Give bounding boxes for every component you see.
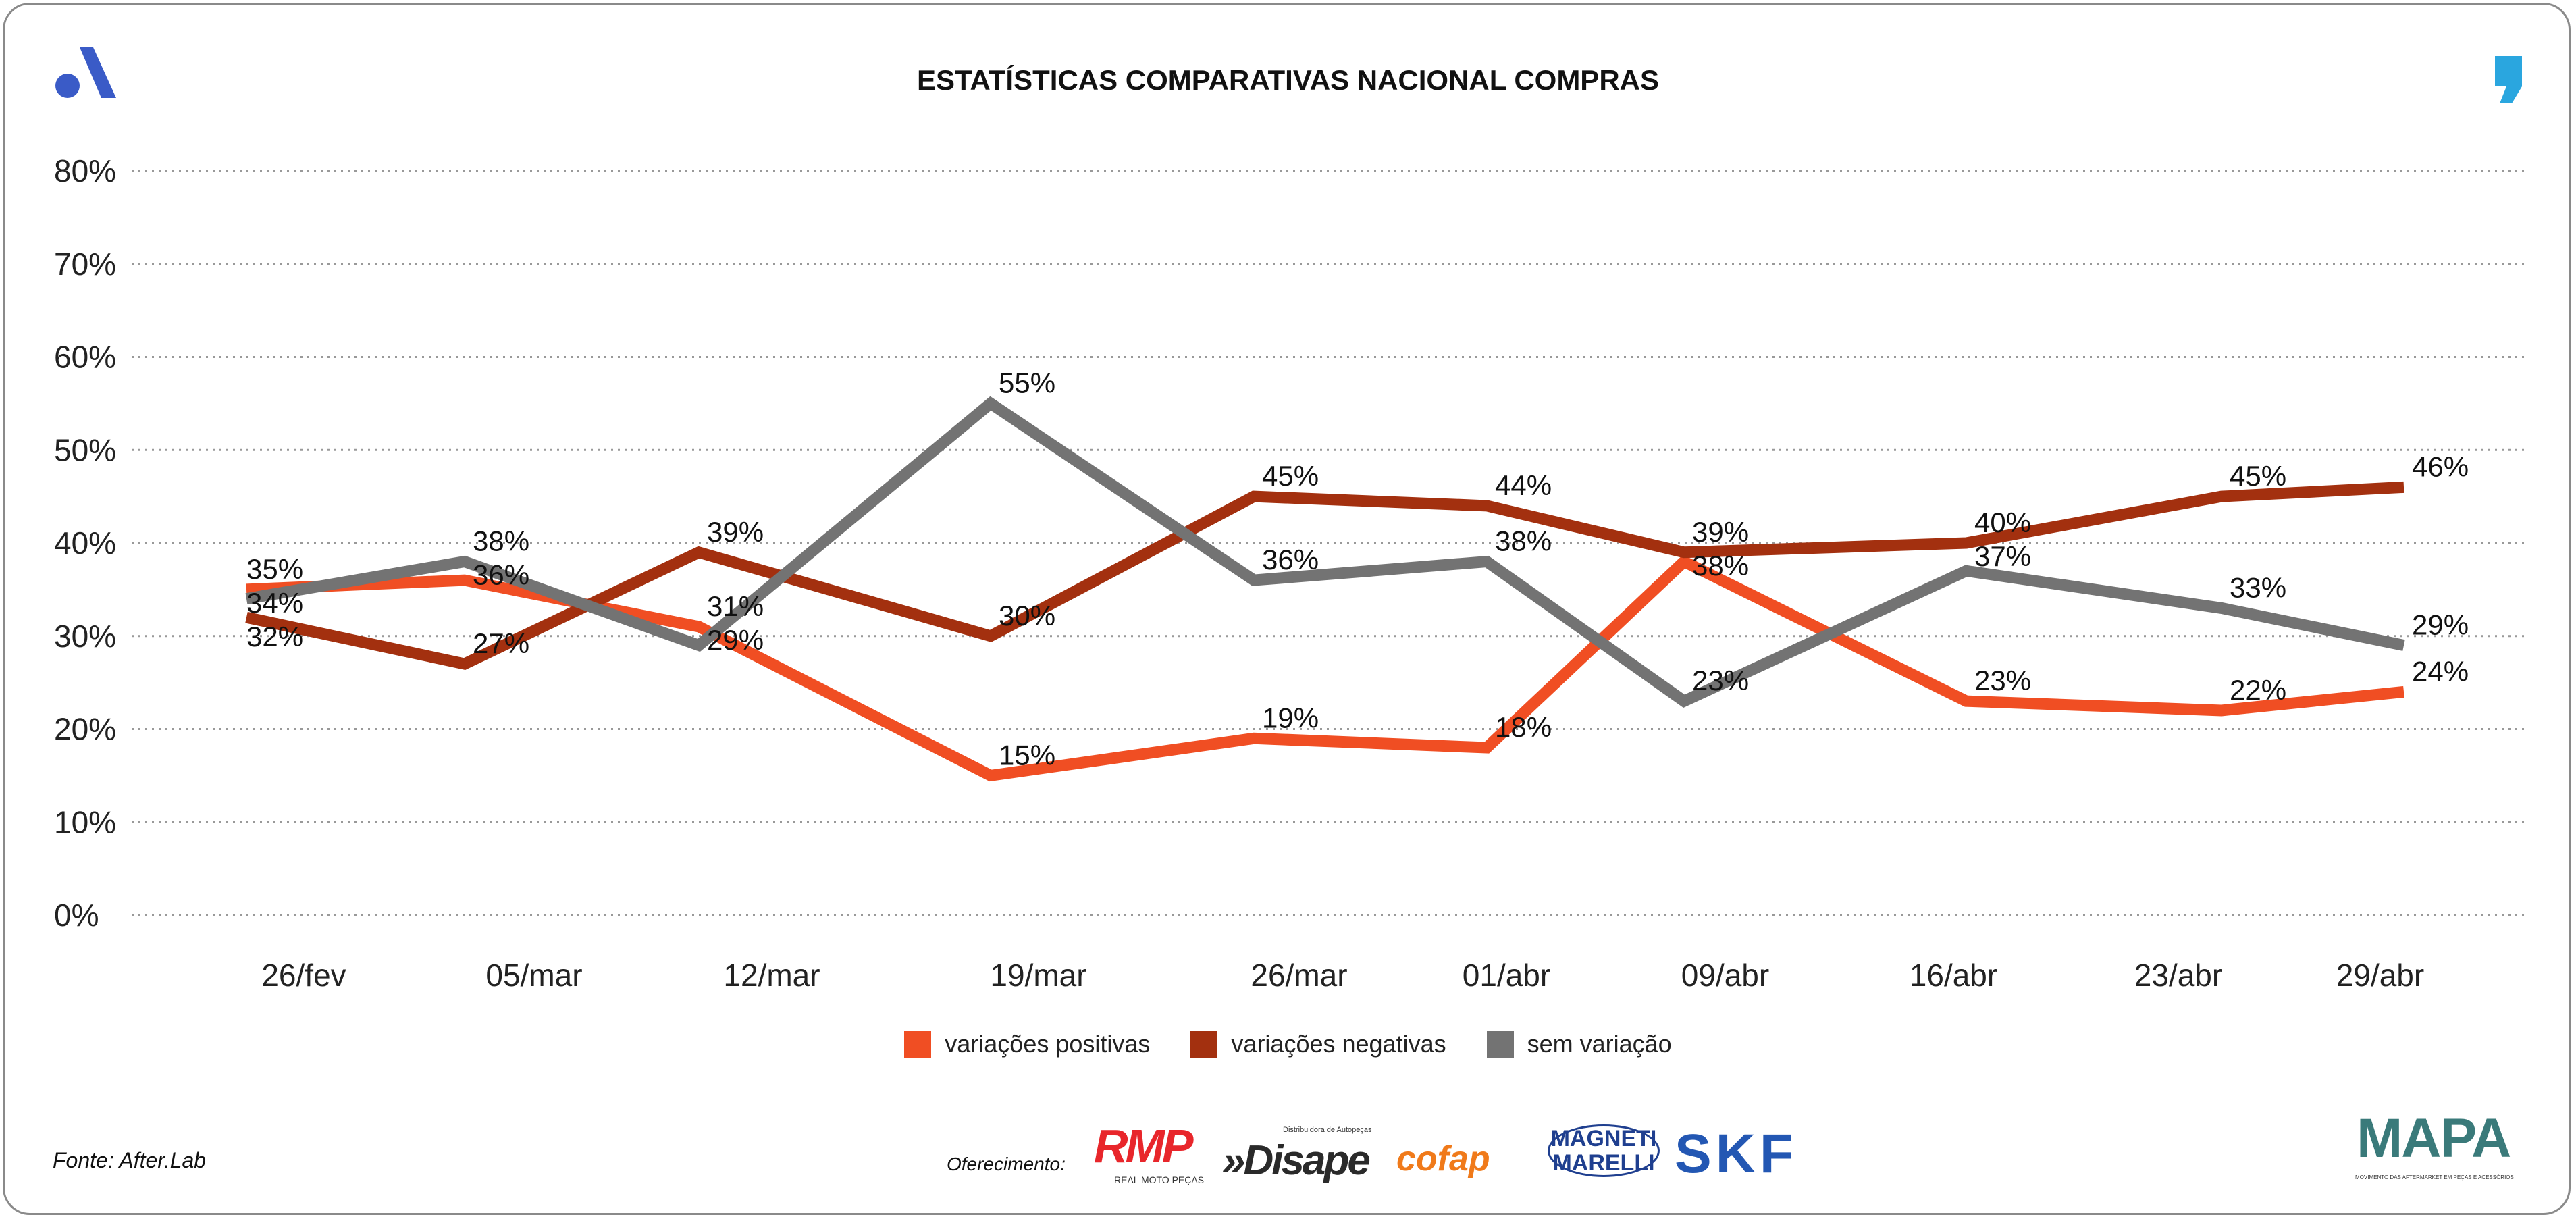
y-tick-label: 20%	[54, 712, 116, 747]
data-label: 22%	[2230, 674, 2286, 706]
mapa-logo-sub: MOVIMENTO DAS AFTERMARKET EM PEÇAS E ACE…	[2355, 1174, 2514, 1181]
data-label: 38%	[1495, 525, 1552, 557]
x-tick-label: 26/fev	[261, 958, 346, 993]
series-line-2	[245, 396, 2405, 708]
legend-swatch	[904, 1031, 932, 1058]
data-label: 46%	[2412, 450, 2469, 482]
data-label: 38%	[473, 525, 529, 557]
chart-frame	[3, 3, 2571, 1215]
data-label: 24%	[2412, 655, 2469, 687]
y-tick-label: 30%	[54, 619, 116, 654]
legend-label: variações negativas	[1231, 1030, 1446, 1058]
cofap-logo: cofap	[1396, 1139, 1490, 1178]
y-tick-label: 70%	[54, 247, 116, 282]
data-label: 44%	[1495, 469, 1552, 501]
mapa-logo: MAPA	[2357, 1108, 2511, 1169]
data-label: 30%	[999, 600, 1055, 631]
data-label: 29%	[707, 624, 764, 656]
data-label: 32%	[246, 621, 303, 652]
data-label: 19%	[1262, 702, 1319, 733]
data-label: 37%	[1974, 540, 2031, 572]
legend-item-negative: variações negativas	[1190, 1030, 1446, 1058]
legend-swatch	[1486, 1031, 1514, 1058]
data-label: 45%	[1262, 460, 1319, 492]
data-label: 27%	[473, 627, 529, 659]
rmp-logo: RMP	[1094, 1120, 1194, 1172]
data-label: 39%	[1692, 516, 1749, 548]
rmp-logo-sub: REAL MOTO PEÇAS	[1114, 1174, 1205, 1185]
legend-label: sem variação	[1527, 1030, 1672, 1058]
comma-logo-icon	[2495, 56, 2522, 103]
x-tick-label: 23/abr	[2134, 958, 2222, 993]
y-tick-label: 60%	[54, 340, 116, 375]
legend: variações positivas variações negativas …	[0, 1030, 2576, 1058]
data-label: 39%	[707, 516, 764, 548]
disape-logo-sub: Distribuidora de Autopeças	[1283, 1126, 1372, 1134]
source-note: Fonte: After.Lab	[53, 1148, 207, 1172]
legend-label: variações positivas	[945, 1030, 1151, 1058]
x-tick-label: 26/mar	[1251, 958, 1347, 993]
y-tick-label: 10%	[54, 804, 116, 839]
data-label: 36%	[1262, 544, 1319, 575]
data-label: 38%	[1692, 550, 1749, 581]
disape-logo: »Disape	[1222, 1137, 1371, 1184]
sponsor-label: Oferecimento:	[947, 1153, 1066, 1174]
x-tick-label: 12/mar	[723, 958, 820, 993]
legend-item-none: sem variação	[1486, 1030, 1672, 1058]
data-label: 15%	[999, 739, 1055, 771]
data-label: 36%	[473, 559, 529, 591]
x-tick-label: 05/mar	[485, 958, 582, 993]
data-label: 45%	[2230, 460, 2286, 492]
x-tick-label: 01/abr	[1463, 958, 1550, 993]
data-label: 23%	[1692, 665, 1749, 696]
x-tick-label: 29/abr	[2336, 958, 2424, 993]
data-label: 40%	[1974, 507, 2031, 538]
data-label: 18%	[1495, 711, 1552, 743]
data-label: 33%	[2230, 571, 2286, 603]
y-tick-label: 50%	[54, 432, 116, 467]
y-tick-label: 80%	[54, 153, 116, 188]
y-tick-label: 0%	[54, 898, 99, 933]
legend-item-positive: variações positivas	[904, 1030, 1150, 1058]
data-label: 35%	[246, 553, 303, 585]
data-label: 31%	[707, 590, 764, 622]
x-tick-label: 19/mar	[990, 958, 1086, 993]
x-tick-label: 16/abr	[1910, 958, 1997, 993]
y-tick-label: 40%	[54, 525, 116, 561]
legend-swatch	[1190, 1031, 1218, 1058]
data-label: 34%	[246, 587, 303, 619]
brand-logo-icon	[55, 47, 116, 98]
data-label: 55%	[999, 367, 1055, 398]
skf-logo: SKF	[1675, 1123, 1797, 1185]
chart-title: ESTATÍSTICAS COMPARATIVAS NACIONAL COMPR…	[916, 64, 1659, 96]
data-label: 23%	[1974, 665, 2031, 696]
data-label: 29%	[2412, 609, 2469, 641]
x-tick-label: 09/abr	[1681, 958, 1769, 993]
magneti-marelli-logo: MAGNETI MARELLI	[1548, 1124, 1660, 1177]
